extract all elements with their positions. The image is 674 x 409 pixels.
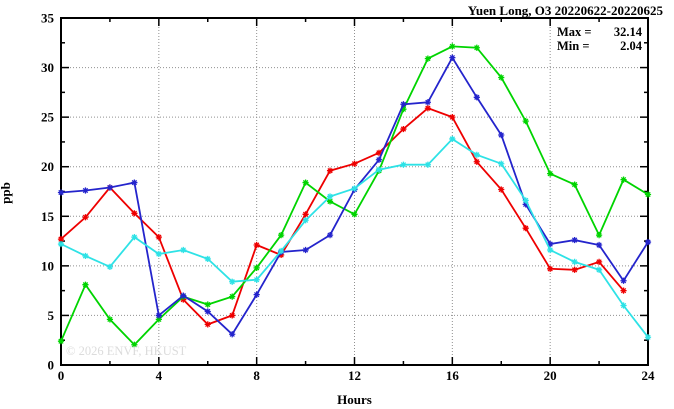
svg-text:12: 12 [348, 368, 361, 383]
max-value: 32.14 [613, 25, 642, 39]
series-4-cyan-markers [57, 135, 652, 341]
series-4-cyan [57, 135, 652, 341]
y-tick-labels: 0 5 10 15 20 25 30 35 [41, 11, 55, 373]
svg-text:20: 20 [544, 368, 557, 383]
svg-text:30: 30 [41, 60, 54, 75]
max-min-annotation: Max = 32.14 Min = 2.04 [557, 25, 642, 53]
svg-text:35: 35 [41, 11, 55, 26]
chart-title: Yuen Long, O3 20220622-20220625 [467, 3, 663, 18]
svg-text:24: 24 [642, 368, 656, 383]
max-label: Max = [557, 25, 592, 39]
svg-text:0: 0 [58, 368, 65, 383]
series-1-red-line [60, 107, 625, 326]
y-axis-label: ppb [0, 182, 13, 204]
axis-ticks [60, 17, 649, 366]
min-annotation: Min = 2.04 [557, 39, 642, 53]
svg-text:25: 25 [41, 110, 55, 125]
svg-text:8: 8 [253, 368, 260, 383]
watermark: © 2026 ENVF, HKUST [66, 344, 187, 358]
svg-text:20: 20 [41, 159, 54, 174]
x-tick-labels: 0 4 8 12 16 20 24 [58, 368, 655, 383]
series-3-blue-markers [57, 54, 652, 338]
svg-text:10: 10 [41, 258, 54, 273]
min-value: 2.04 [620, 39, 642, 53]
max-annotation: Max = 32.14 [557, 25, 642, 39]
svg-text:15: 15 [41, 209, 55, 224]
min-label: Min = [557, 39, 590, 53]
svg-text:0: 0 [48, 358, 55, 373]
x-axis-label: Hours [337, 392, 372, 407]
svg-text:5: 5 [48, 308, 55, 323]
svg-text:4: 4 [156, 368, 163, 383]
svg-text:16: 16 [446, 368, 460, 383]
